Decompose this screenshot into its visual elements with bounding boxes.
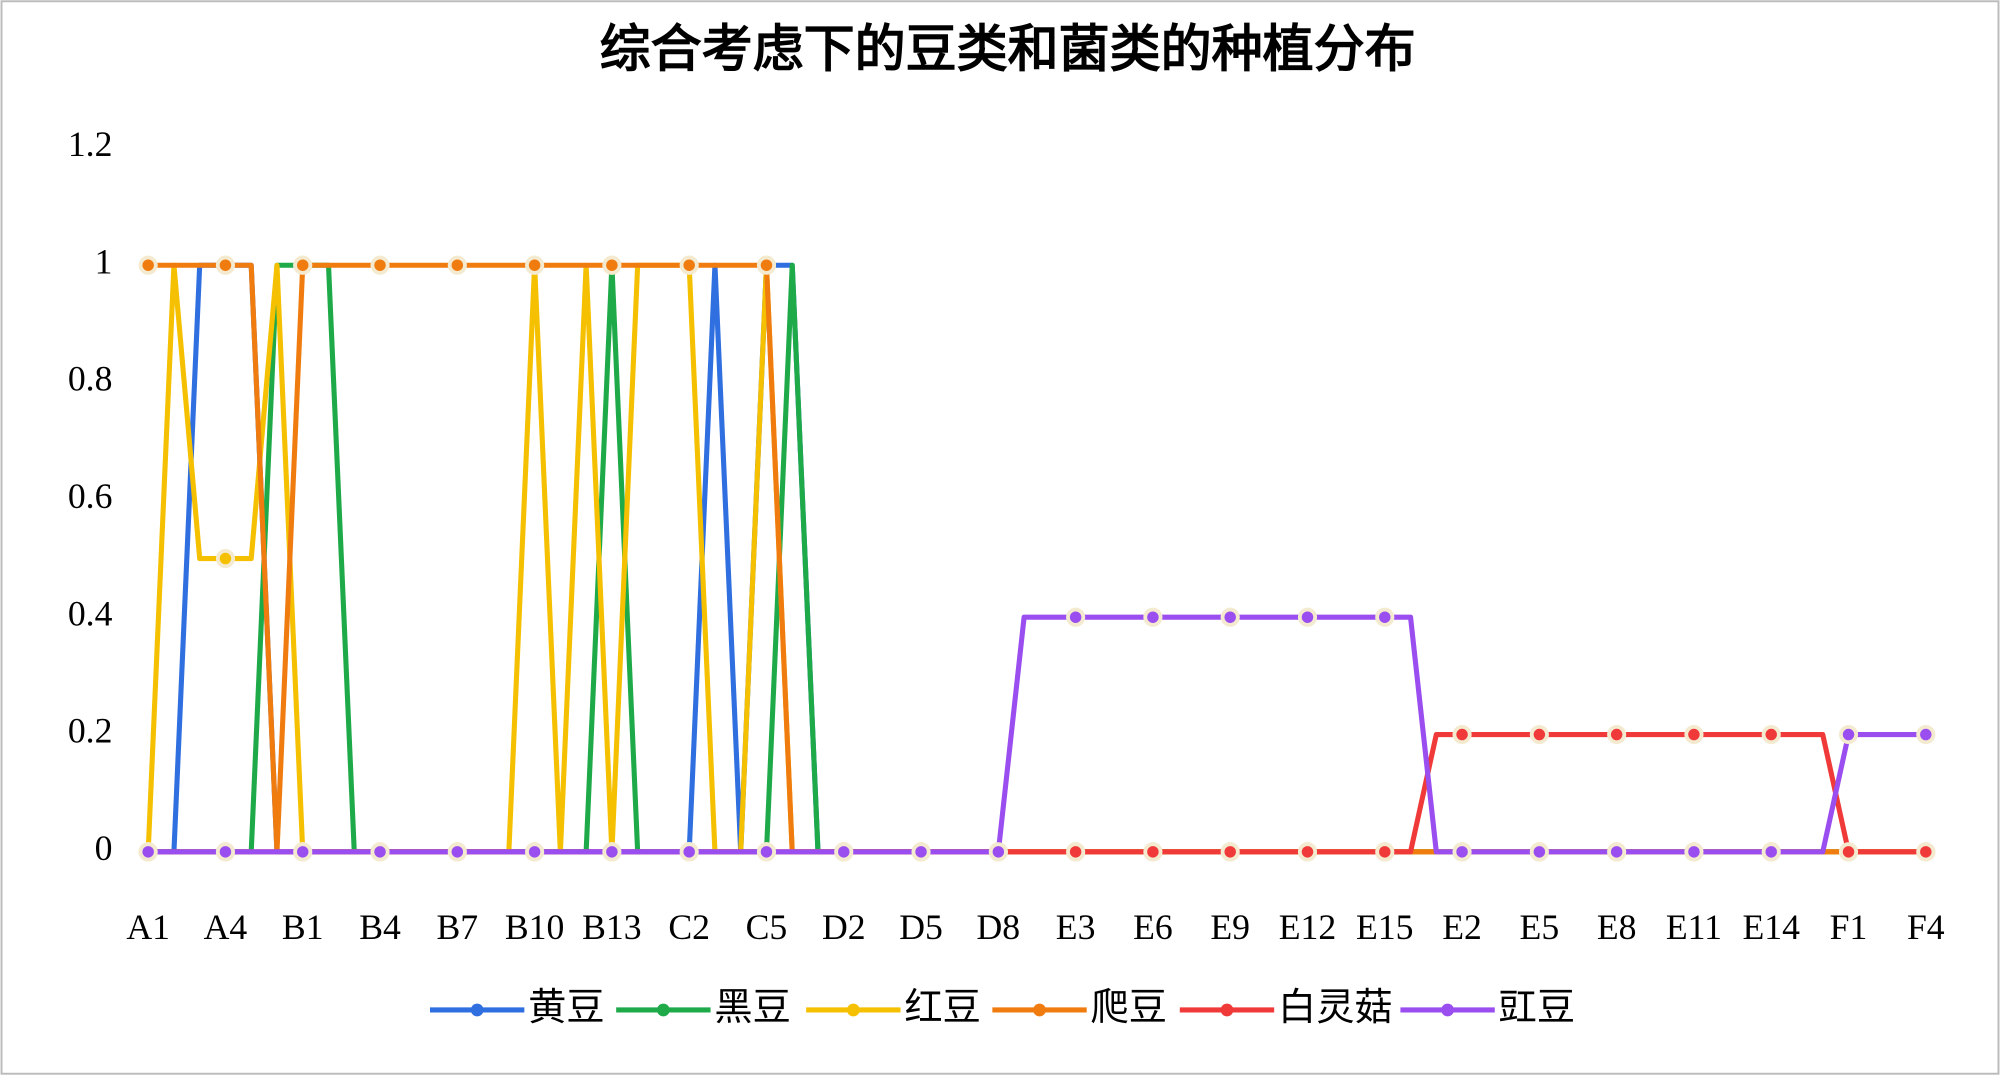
series-marker	[1066, 842, 1086, 862]
x-tick-label: B7	[436, 907, 478, 947]
x-tick-label: F1	[1830, 907, 1868, 947]
series-marker	[1684, 842, 1704, 862]
series-marker	[1838, 724, 1859, 745]
series-marker	[1375, 607, 1395, 627]
plot-area: 0 0.2 0.4 0.6 0.8 1 1.2 A1 A4 B1 B4 B7 B10 B13 C2 C5 D2 D…	[68, 124, 1945, 947]
legend-marker	[1033, 1003, 1046, 1017]
x-tick-label: B10	[505, 907, 564, 947]
legend-marker	[656, 1003, 670, 1017]
series-marker	[1684, 724, 1704, 745]
series-marker	[215, 255, 236, 275]
series-marker	[370, 255, 390, 275]
series-marker	[1220, 607, 1240, 627]
y-tick-label: 0.6	[68, 476, 113, 516]
series-marker	[293, 255, 313, 275]
x-tick-label: A1	[126, 907, 170, 947]
series-marker	[1297, 842, 1318, 862]
series-marker	[911, 842, 931, 862]
series-marker	[988, 842, 1008, 862]
y-tick-label: 0.2	[68, 711, 113, 751]
series-marker	[1452, 724, 1472, 745]
x-tick-label: C2	[668, 907, 710, 947]
x-tick-label: A4	[204, 907, 248, 947]
series-marker	[215, 548, 236, 569]
series-marker	[1761, 724, 1781, 745]
x-tick-label: E14	[1742, 907, 1800, 947]
legend-label: 爬豆	[1091, 985, 1168, 1030]
series-marker	[447, 255, 467, 275]
series-marker	[447, 842, 467, 862]
x-tick-label: E12	[1279, 907, 1336, 947]
legend: 黄豆 黑豆 红豆 爬豆 白灵菇 豇豆	[429, 985, 1576, 1030]
y-tick-label: 0.4	[68, 593, 113, 633]
y-tick-label: 1	[95, 241, 113, 281]
x-tick-label: D2	[822, 907, 866, 947]
series-marker	[1452, 842, 1472, 862]
series-marker	[525, 255, 545, 275]
legend-label: 红豆	[904, 985, 981, 1030]
x-tick-label: D8	[977, 907, 1021, 947]
y-tick-label: 0	[95, 828, 113, 868]
series-marker	[1143, 607, 1163, 627]
y-tick-label: 0.8	[68, 359, 113, 399]
legend-marker	[1441, 1003, 1454, 1017]
x-tick-label: D5	[899, 907, 943, 947]
series-marker	[525, 842, 545, 862]
series-marker	[679, 255, 699, 275]
x-tick-label: F4	[1907, 907, 1945, 947]
legend-marker	[1220, 1003, 1234, 1017]
series-marker	[215, 842, 236, 862]
series-marker	[834, 842, 854, 862]
x-tick-label: E15	[1356, 907, 1414, 947]
series-marker	[138, 842, 158, 862]
legend-label: 黄豆	[528, 985, 605, 1030]
y-tick-label: 1.2	[68, 124, 113, 164]
series-line	[148, 614, 1926, 855]
series-marker	[1607, 724, 1627, 745]
series-marker	[1607, 842, 1627, 862]
series-marker	[602, 255, 622, 275]
series-marker	[1375, 842, 1395, 862]
x-tick-label: E8	[1597, 907, 1637, 947]
series-marker	[138, 255, 158, 275]
series-marker	[1066, 607, 1086, 627]
legend-marker	[846, 1003, 860, 1017]
series-marker	[1838, 842, 1859, 862]
series-marker	[1916, 842, 1936, 862]
x-tick-label: B4	[359, 907, 401, 947]
x-tick-label: E2	[1442, 907, 1482, 947]
series-marker	[679, 842, 699, 862]
series-marker	[1761, 842, 1781, 862]
x-tick-label: E9	[1210, 907, 1250, 947]
x-tick-label: B13	[582, 907, 642, 947]
series-marker	[1143, 842, 1163, 862]
x-tick-label: E3	[1056, 907, 1096, 947]
legend-label: 白灵菇	[1278, 985, 1393, 1030]
series-marker	[1529, 842, 1549, 862]
chart-title: 综合考虑下的豆类和菌类的种植分布	[600, 20, 1416, 80]
x-tick-label: B1	[282, 907, 324, 947]
series-marker	[370, 842, 390, 862]
series-marker	[602, 842, 622, 862]
series-marker	[1916, 724, 1936, 745]
series-marker	[1297, 607, 1318, 627]
series-marker	[1220, 842, 1240, 862]
series-marker	[1529, 724, 1549, 745]
legend-marker	[470, 1003, 484, 1017]
series-marker	[756, 255, 777, 275]
x-tick-label: E5	[1520, 907, 1560, 947]
x-tick-label: E11	[1666, 907, 1722, 947]
legend-label: 豇豆	[1499, 985, 1576, 1030]
series-marker	[756, 842, 777, 862]
legend-label: 黑豆	[714, 985, 791, 1030]
series-marker	[293, 842, 313, 862]
x-tick-label: C5	[746, 907, 788, 947]
x-tick-label: E6	[1133, 907, 1173, 947]
